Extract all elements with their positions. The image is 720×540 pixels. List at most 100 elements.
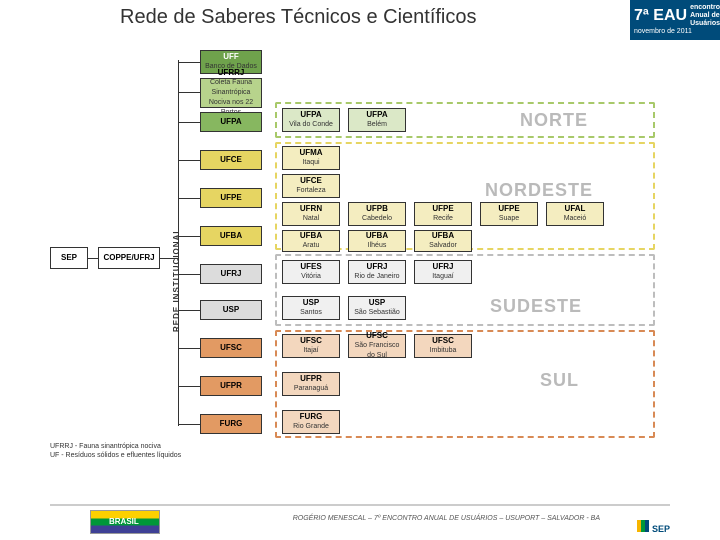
node-title: UFRN (300, 204, 322, 214)
node-ufrrj: UFRRJColeta Fauna Sinantrópica Nociva no… (200, 78, 262, 108)
node-title: UFF (223, 52, 239, 62)
node-sub: Itajaí (303, 346, 318, 356)
node-sub: São Sebastião (354, 308, 400, 318)
node-title: UFES (300, 262, 321, 272)
diagram-canvas: REDE INSTITUCIONAL UFRRJ - Fauna sinantr… (50, 42, 670, 490)
node-sub: Suape (499, 214, 519, 224)
node-sub: Itaqui (302, 158, 319, 168)
node-usp-ss: USPSão Sebastião (348, 296, 406, 320)
node-title: UFSC (220, 343, 242, 353)
node-title: UFRJ (367, 262, 388, 272)
node-ufce-f: UFCEFortaleza (282, 174, 340, 198)
node-title: UFRJ (221, 269, 242, 279)
node-title: UFPE (498, 204, 519, 214)
node-furg: FURG (200, 414, 262, 434)
node-ufsc: UFSC (200, 338, 262, 358)
node-title: UFPB (366, 204, 388, 214)
node-ufpr-p: UFPRParanaguá (282, 372, 340, 396)
node-title: COPPE/UFRJ (103, 253, 154, 263)
node-ufpa-b: UFPABelém (348, 108, 406, 132)
connector (178, 198, 200, 199)
node-title: USP (303, 298, 319, 308)
node-title: UFRJ (433, 262, 454, 272)
node-title: UFBA (366, 231, 388, 241)
node-ufpr: UFPR (200, 376, 262, 396)
region-label: SUDESTE (490, 296, 582, 317)
badge-num: 7ª (634, 7, 649, 25)
node-sub: Aratu (303, 241, 320, 251)
node-ufpa-vc: UFPAVila do Conde (282, 108, 340, 132)
node-title: UFBA (300, 231, 322, 241)
legend-l1: UFRRJ - Fauna sinantrópica nociva (50, 442, 181, 451)
connector (178, 92, 200, 93)
node-sub: Belém (367, 120, 387, 130)
node-ufma-i: UFMAItaqui (282, 146, 340, 170)
footer-line (50, 504, 670, 506)
node-ufpe-s: UFPESuape (480, 202, 538, 226)
node-title: UFSC (366, 331, 388, 341)
connector (178, 236, 200, 237)
node-ufba: UFBA (200, 226, 262, 246)
connector (178, 122, 200, 123)
node-title: UFBA (432, 231, 454, 241)
node-title: USP (369, 298, 385, 308)
node-title: UFRRJ (218, 68, 245, 78)
node-ufsc-im: UFSCImbituba (414, 334, 472, 358)
badge-l1: encontro Anual de Usuários (690, 4, 720, 27)
node-title: UFBA (220, 231, 242, 241)
connector (178, 310, 200, 311)
region-label: SUL (540, 370, 579, 391)
node-sub: Santos (300, 308, 322, 318)
node-usp-s: USPSantos (282, 296, 340, 320)
node-sub: Vila do Conde (289, 120, 333, 130)
node-ufsc-sf: UFSCSão Francisco do Sul (348, 334, 406, 358)
node-title: FURG (300, 412, 323, 422)
connector (178, 386, 200, 387)
node-title: UFSC (432, 336, 454, 346)
node-ufce: UFCE (200, 150, 262, 170)
connector (178, 424, 200, 425)
node-ufrn: UFRNNatal (282, 202, 340, 226)
connector (178, 274, 200, 275)
node-sep: SEP (50, 247, 88, 269)
node-title: UFPA (300, 110, 321, 120)
node-title: UFPE (432, 204, 453, 214)
node-title: UFPE (220, 193, 241, 203)
node-sub: Recife (433, 214, 453, 224)
node-sub: Rio de Janeiro (354, 272, 399, 282)
node-title: UFCE (300, 176, 322, 186)
node-sub: Cabedelo (362, 214, 392, 224)
legend-l2: UF - Resíduos sólidos e efluentes líquid… (50, 451, 181, 460)
connector (178, 348, 200, 349)
node-sub: Salvador (429, 241, 457, 251)
node-title: UFPA (220, 117, 241, 127)
legend: UFRRJ - Fauna sinantrópica nociva UF - R… (50, 442, 181, 460)
node-sub: Natal (303, 214, 319, 224)
badge-l2: novembro de 2011 (634, 28, 716, 35)
node-ufal: UFALMaceió (546, 202, 604, 226)
node-title: UFPA (366, 110, 387, 120)
brasil-logo (90, 510, 160, 534)
node-ufrj-i: UFRJItaguaí (414, 260, 472, 284)
node-ufpe-r: UFPERecife (414, 202, 472, 226)
vertical-label: REDE INSTITUCIONAL (172, 228, 181, 332)
node-ufrj-r: UFRJRio de Janeiro (348, 260, 406, 284)
node-title: UFSC (300, 336, 322, 346)
node-ufba-s: UFBASalvador (414, 230, 472, 252)
badge-name: EAU (653, 7, 687, 25)
connector (160, 258, 178, 259)
node-sub: São Francisco do Sul (350, 341, 404, 361)
node-sub: Paranaguá (294, 384, 328, 394)
slide-title: Rede de Saberes Técnicos e Científicos (120, 6, 477, 29)
node-usp: USP (200, 300, 262, 320)
node-title: UFPR (300, 374, 322, 384)
node-ufes: UFESVitória (282, 260, 340, 284)
node-sub: Itaguaí (432, 272, 453, 282)
node-sub: Ilhéus (368, 241, 387, 251)
node-sub: Maceió (564, 214, 587, 224)
node-title: UFMA (299, 148, 322, 158)
node-ufpb: UFPBCabedelo (348, 202, 406, 226)
node-sub: Imbituba (430, 346, 457, 356)
node-sub: Rio Grande (293, 422, 329, 432)
node-title: USP (223, 305, 239, 315)
